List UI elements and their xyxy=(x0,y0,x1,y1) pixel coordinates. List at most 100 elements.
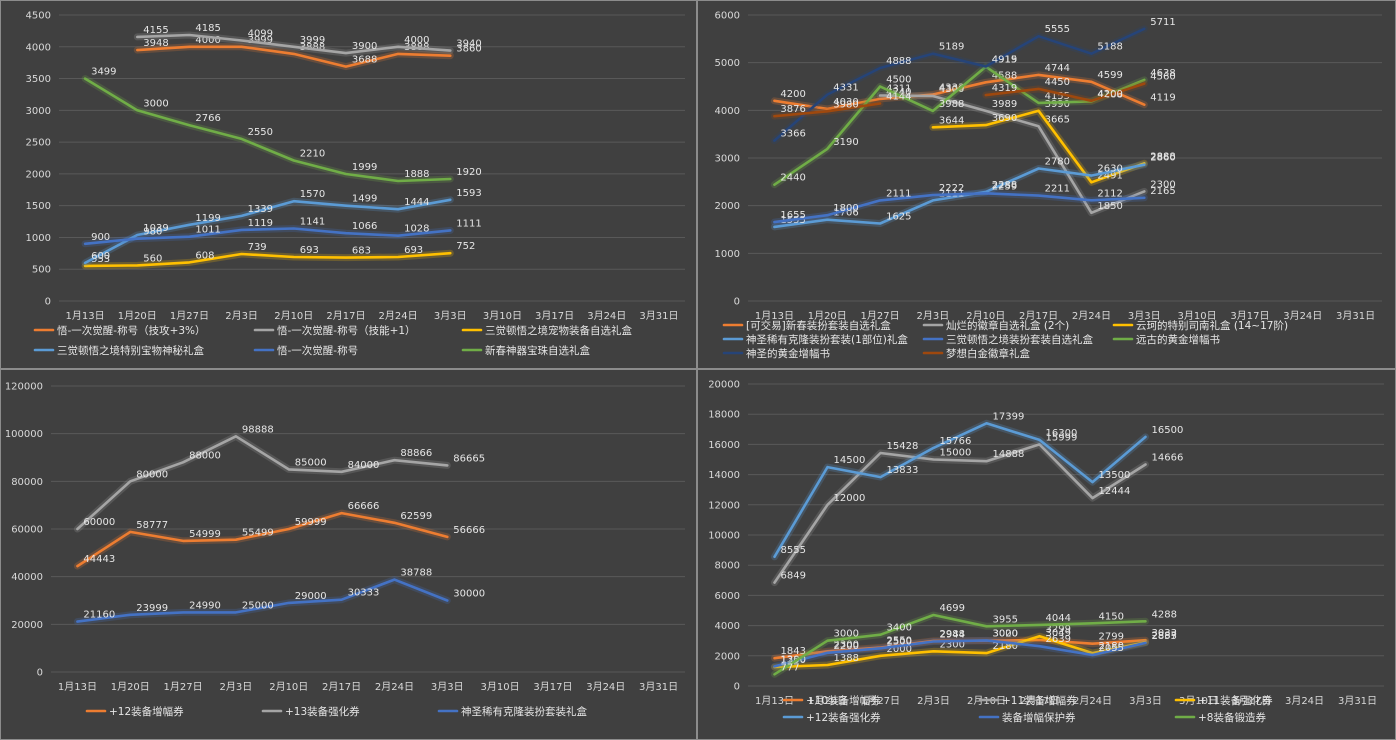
x-tick-label: 2月24日 xyxy=(379,310,418,322)
legend-item: 悟-一次觉醒-称号（技攻+3%） xyxy=(33,324,206,337)
data-label: 600 xyxy=(91,251,110,262)
series-line-3 xyxy=(929,107,1148,186)
y-tick-label: 0 xyxy=(45,297,51,308)
data-label: 55499 xyxy=(242,528,274,539)
data-label: 3688 xyxy=(352,55,377,66)
x-tick-label: 2月10日 xyxy=(966,310,1005,322)
data-label: 3860 xyxy=(456,44,481,55)
x-tick-label: 1月27日 xyxy=(164,681,203,693)
data-label: 4200 xyxy=(1097,89,1122,100)
y-tick-label: 5000 xyxy=(715,58,740,69)
data-label: 1706 xyxy=(833,208,858,219)
chart-panel-bottom-left: 0 20000 40000 60000 80000 100000 120000 1月13日 1月… xyxy=(0,369,697,740)
data-label: 1199 xyxy=(195,213,220,224)
data-label: 2222 xyxy=(939,183,964,194)
data-label: 4000 xyxy=(195,35,220,46)
y-tick-label: 18000 xyxy=(708,410,740,421)
data-label: 15428 xyxy=(887,441,919,452)
data-label: 2799 xyxy=(1099,632,1124,643)
data-label: 3499 xyxy=(91,67,116,78)
x-tick-label: 2月17日 xyxy=(322,681,361,693)
legend-item: 三觉顿悟之境特别宝物神秘礼盒 xyxy=(33,344,204,357)
legend-label: 神圣的黄金增幅书 xyxy=(746,347,830,360)
data-label: 98888 xyxy=(242,424,274,435)
series-line-3 xyxy=(81,249,454,270)
data-label: 3644 xyxy=(939,115,964,126)
x-tick-label: 2月3日 xyxy=(220,681,253,693)
data-label: 4185 xyxy=(195,23,220,34)
data-label: 777 xyxy=(781,662,800,673)
data-label: 3000 xyxy=(834,629,859,640)
data-label: 553 xyxy=(91,254,110,265)
series-line-7 xyxy=(770,25,1148,145)
x-tick-label: 1月13日 xyxy=(58,681,97,693)
data-label: 2300 xyxy=(1150,179,1175,190)
y-tick-label: 4000 xyxy=(26,42,51,53)
data-label: 4333 xyxy=(939,82,964,93)
data-label: 2000 xyxy=(887,644,912,655)
x-tick-label: 2月17日 xyxy=(1019,310,1058,322)
x-tick-label: 1月20日 xyxy=(808,695,847,707)
data-label: 4919 xyxy=(992,55,1017,66)
x-tick-label: 1月13日 xyxy=(755,310,794,322)
data-label: 2200 xyxy=(834,641,859,652)
y-tick-label: 0 xyxy=(734,682,740,693)
data-label: 2500 xyxy=(887,636,912,647)
data-label: 1011 xyxy=(195,225,220,236)
legend-item: +12装备增幅券 xyxy=(85,705,184,718)
x-tick-label: 2月17日 xyxy=(1020,695,1059,707)
data-label: 86665 xyxy=(453,453,485,464)
legend-item: +10装备增幅券 xyxy=(782,694,881,707)
data-label: 1800 xyxy=(833,203,858,214)
series-line-6 xyxy=(770,63,1148,189)
data-label: 3999 xyxy=(300,35,325,46)
legend-item: 新春神器宝珠自选礼盒 xyxy=(461,344,590,357)
data-label: 62599 xyxy=(400,511,432,522)
data-label: 1339 xyxy=(248,204,273,215)
data-label: 4200 xyxy=(780,89,805,100)
data-label: 2944 xyxy=(940,630,965,641)
data-label: 1625 xyxy=(886,212,911,223)
x-tick-label: 3月3日 xyxy=(431,681,464,693)
data-label: 3990 xyxy=(1045,99,1070,110)
data-label: 3020 xyxy=(993,628,1018,639)
data-label: 3888 xyxy=(300,42,325,53)
data-label: 2300 xyxy=(940,639,965,650)
data-label: 4000 xyxy=(404,35,429,46)
legend-label: +11装备强化券 xyxy=(1198,694,1273,707)
data-label: 2288 xyxy=(992,180,1017,191)
y-tick-label: 8000 xyxy=(715,561,740,572)
legend-item: [可交易]新春装扮套装自选礼盒 xyxy=(722,319,891,332)
legend-item: +11装备增幅券 xyxy=(978,694,1077,707)
data-label: 2630 xyxy=(1097,164,1122,175)
data-label: 5188 xyxy=(1097,42,1122,53)
series-line-4 xyxy=(771,419,1149,561)
data-label: 3955 xyxy=(993,614,1018,625)
x-tick-label: 3月31日 xyxy=(639,681,678,693)
x-tick-label: 1月20日 xyxy=(808,310,847,322)
legend-label: 新春神器宝珠自选礼盒 xyxy=(485,344,590,357)
data-label: 4150 xyxy=(1099,611,1124,622)
data-label: 4331 xyxy=(833,83,858,94)
y-tick-label: 100000 xyxy=(5,429,43,440)
x-tick-label: 3月31日 xyxy=(1336,310,1375,322)
data-label: 2210 xyxy=(300,149,325,160)
data-label: 560 xyxy=(143,253,162,264)
x-tick-label: 2月3日 xyxy=(917,695,950,707)
legend-item: 三觉顿悟之境宠物装备自选礼盒 xyxy=(461,324,632,337)
data-label: 1570 xyxy=(300,189,325,200)
legend-label: 灿烂的徽章自选礼盒 (2个) xyxy=(946,319,1069,332)
data-label: 4240 xyxy=(886,87,911,98)
data-label: 1850 xyxy=(1097,201,1122,212)
data-label: 12444 xyxy=(1099,486,1131,497)
y-tick-label: 1000 xyxy=(26,233,51,244)
data-label: 2550 xyxy=(887,635,912,646)
legend-label: +10装备增幅券 xyxy=(806,694,881,707)
chart-svg-4: 0 2000 4000 6000 8000 10000 12000 14000 16000 180… xyxy=(708,380,1384,724)
series-line-6 xyxy=(81,75,454,185)
y-tick-label: 4000 xyxy=(715,621,740,632)
data-label: 16300 xyxy=(1046,428,1078,439)
series-line-2 xyxy=(73,432,451,533)
data-label: 5189 xyxy=(939,42,964,53)
data-label: 58777 xyxy=(136,520,168,531)
